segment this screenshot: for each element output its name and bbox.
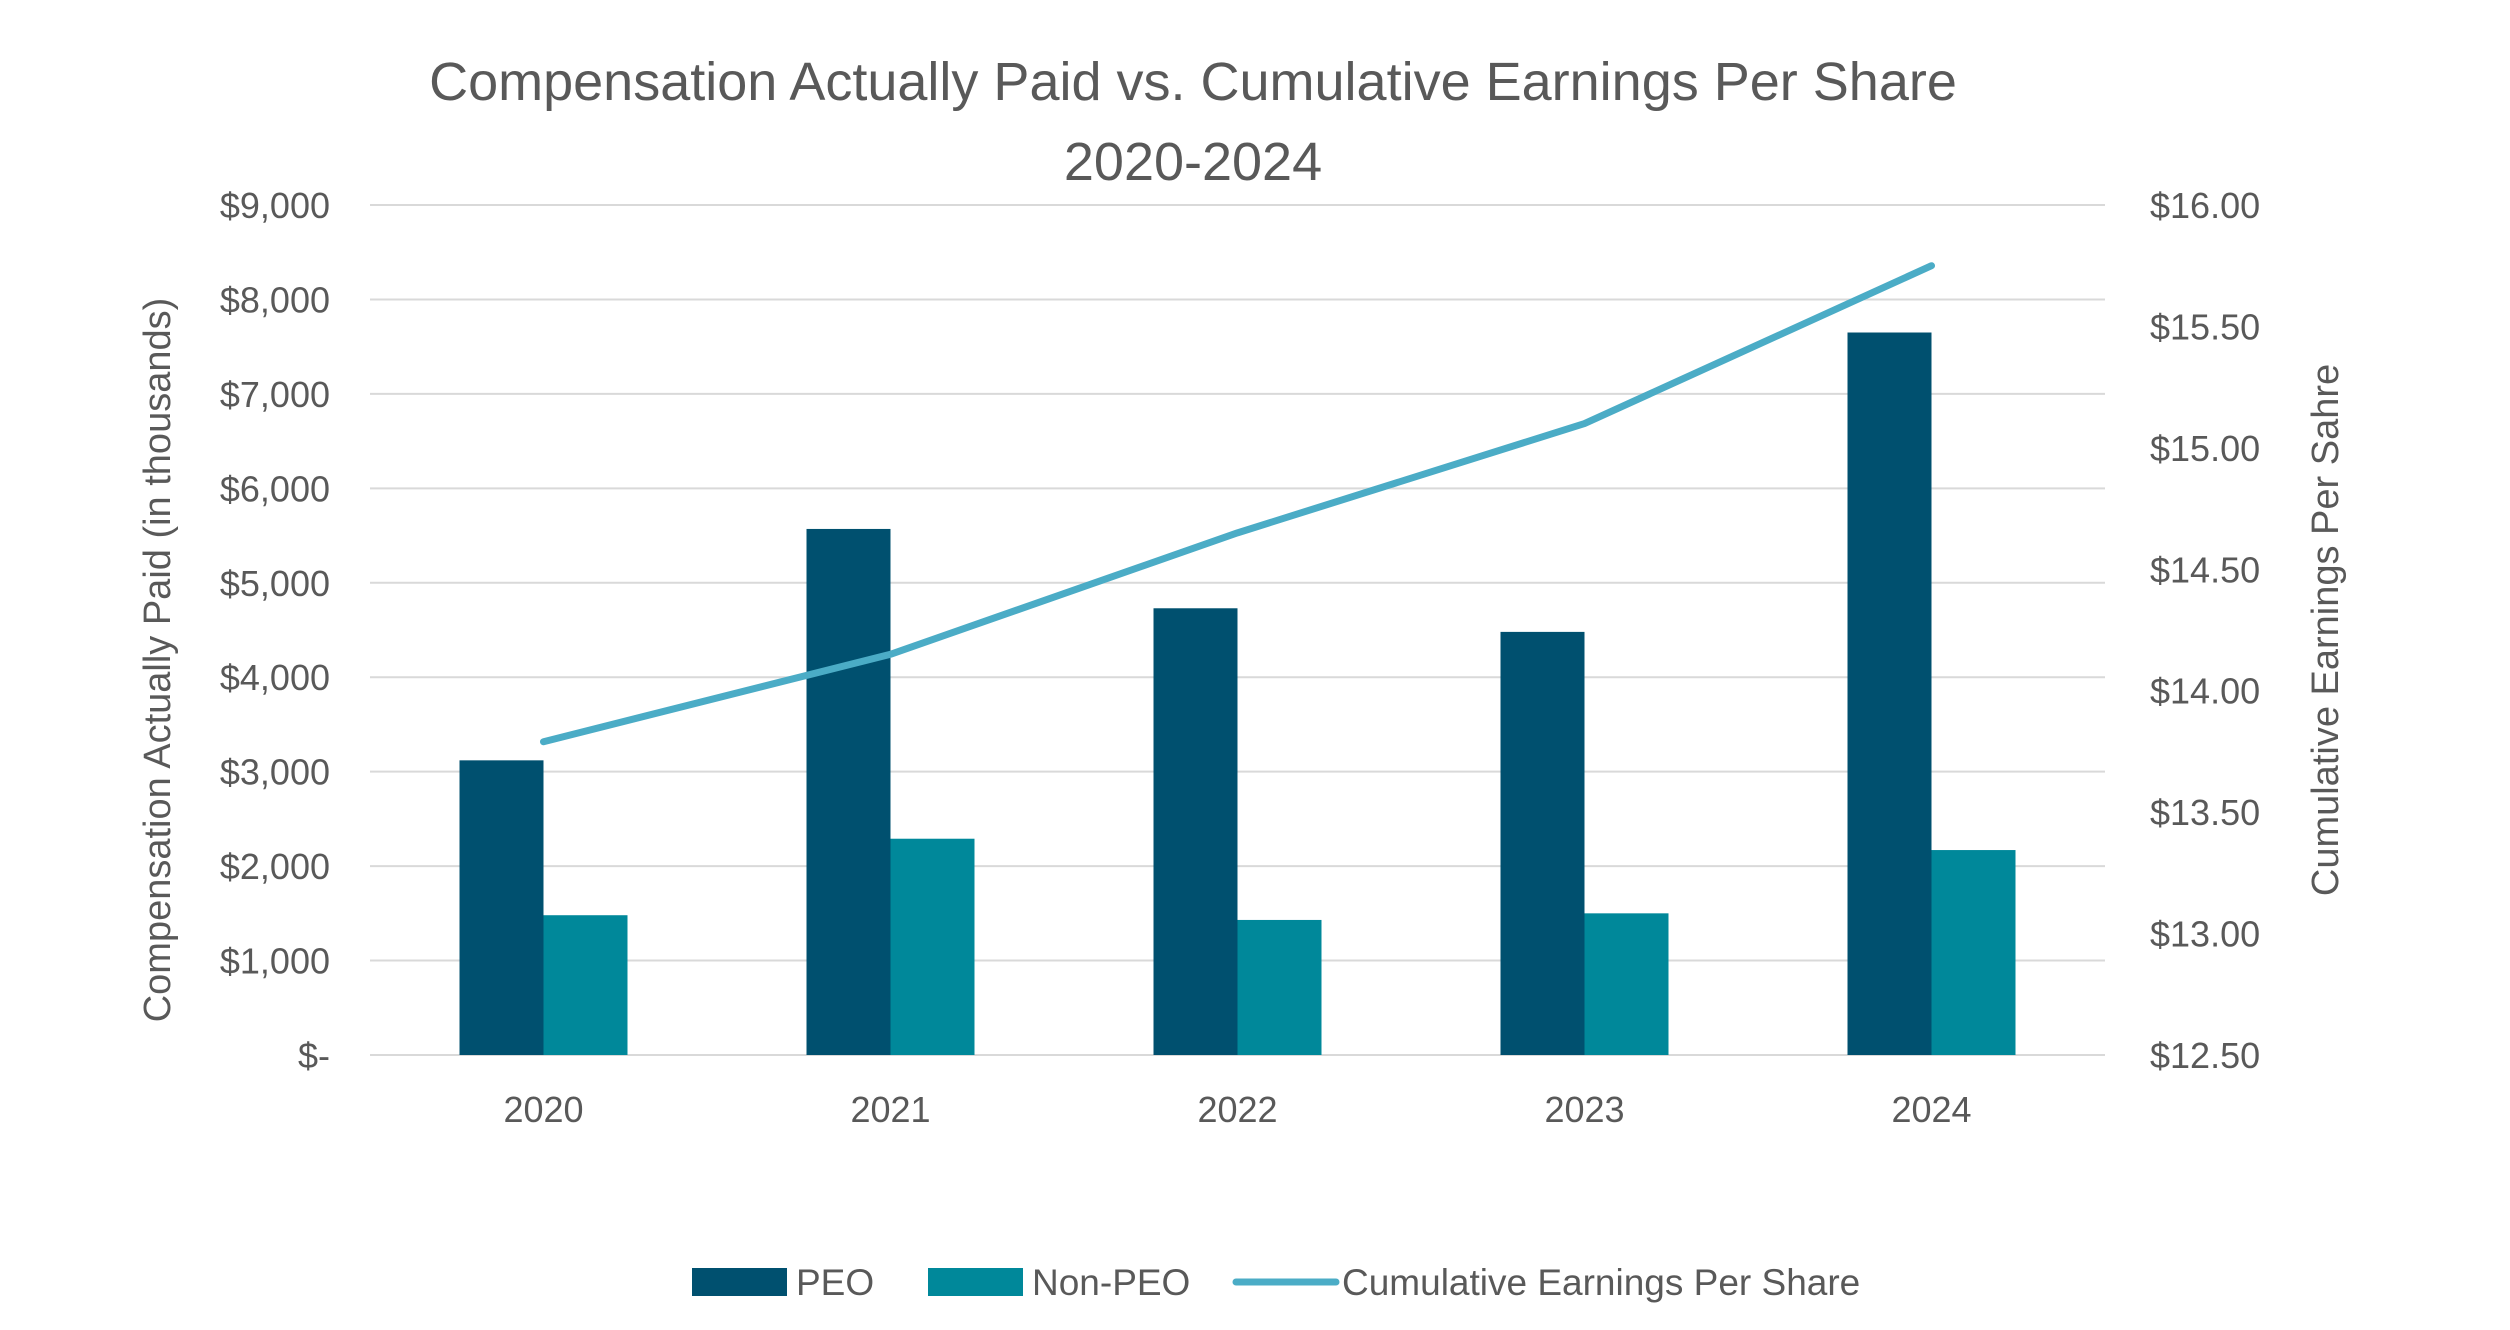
eps-point [542,740,545,743]
bar-non-peo [1237,919,1322,1055]
y2-axis-title: Cumulative Earnings Per Sahre [2305,364,2347,896]
legend-swatch [928,1268,1023,1296]
y-tick-label: $- [298,1035,330,1076]
y-tick-label: $4,000 [220,657,330,698]
eps-line-group [540,262,1935,746]
y-tick-label: $8,000 [220,279,330,320]
y2-tick-label: $15.00 [2150,428,2260,469]
y2-tick-label: $13.50 [2150,792,2260,833]
y2-tick-label: $13.00 [2150,914,2260,955]
y2-tick-label: $16.00 [2150,185,2260,226]
x-tick-label: 2022 [1197,1089,1277,1130]
legend-label: PEO [796,1262,874,1303]
eps-point [1583,422,1586,425]
y-axis-ticks: $- $1,000 $2,000 $3,000 $4,000 $5,000 $6,000 $7… [220,185,330,1076]
bar-peo [1153,608,1238,1055]
chart-subtitle: 2020-2024 [1064,132,1322,192]
bar-non-peo [1584,913,1669,1055]
y2-tick-label: $14.50 [2150,549,2260,590]
bar-non-peo [890,838,975,1055]
x-axis-ticks: 2020 2021 2022 2023 2024 [503,1089,1971,1130]
y2-tick-label: $14.00 [2150,671,2260,712]
y-tick-label: $9,000 [220,185,330,226]
legend-swatch [692,1268,787,1296]
eps-point [1930,264,1933,267]
legend-label: Cumulative Earnings Per Share [1342,1262,1860,1303]
y2-tick-label: $15.50 [2150,306,2260,347]
eps-point [889,653,892,656]
y-tick-label: $2,000 [220,846,330,887]
x-tick-label: 2020 [503,1089,583,1130]
chart-title: Compensation Actually Paid vs. Cumulativ… [429,52,1957,112]
bars [459,332,2016,1055]
bar-peo [1500,631,1585,1055]
bar-non-peo [1931,850,2016,1055]
bar-peo [1847,332,1932,1055]
legend-label: Non-PEO [1032,1262,1190,1303]
x-tick-label: 2021 [850,1089,930,1130]
eps-point [1236,531,1239,534]
x-tick-label: 2023 [1544,1089,1624,1130]
y2-tick-label: $12.50 [2150,1035,2260,1076]
bar-peo [806,528,891,1055]
bar-non-peo [543,915,628,1055]
y-tick-label: $1,000 [220,941,330,982]
y-tick-label: $6,000 [220,468,330,509]
y-tick-label: $3,000 [220,752,330,793]
y2-axis-ticks: $12.50 $13.00 $13.50 $14.00 $14.50 $15.00 $15.… [2150,185,2260,1076]
y-tick-label: $7,000 [220,374,330,415]
bar-peo [459,760,544,1055]
x-tick-label: 2024 [1891,1089,1971,1130]
y-axis-title: Compensation Actually Paid (in thousands… [137,298,179,1023]
legend: PEO Non-PEO Cumulative Earnings Per Share [692,1262,1860,1303]
y-tick-label: $5,000 [220,563,330,604]
